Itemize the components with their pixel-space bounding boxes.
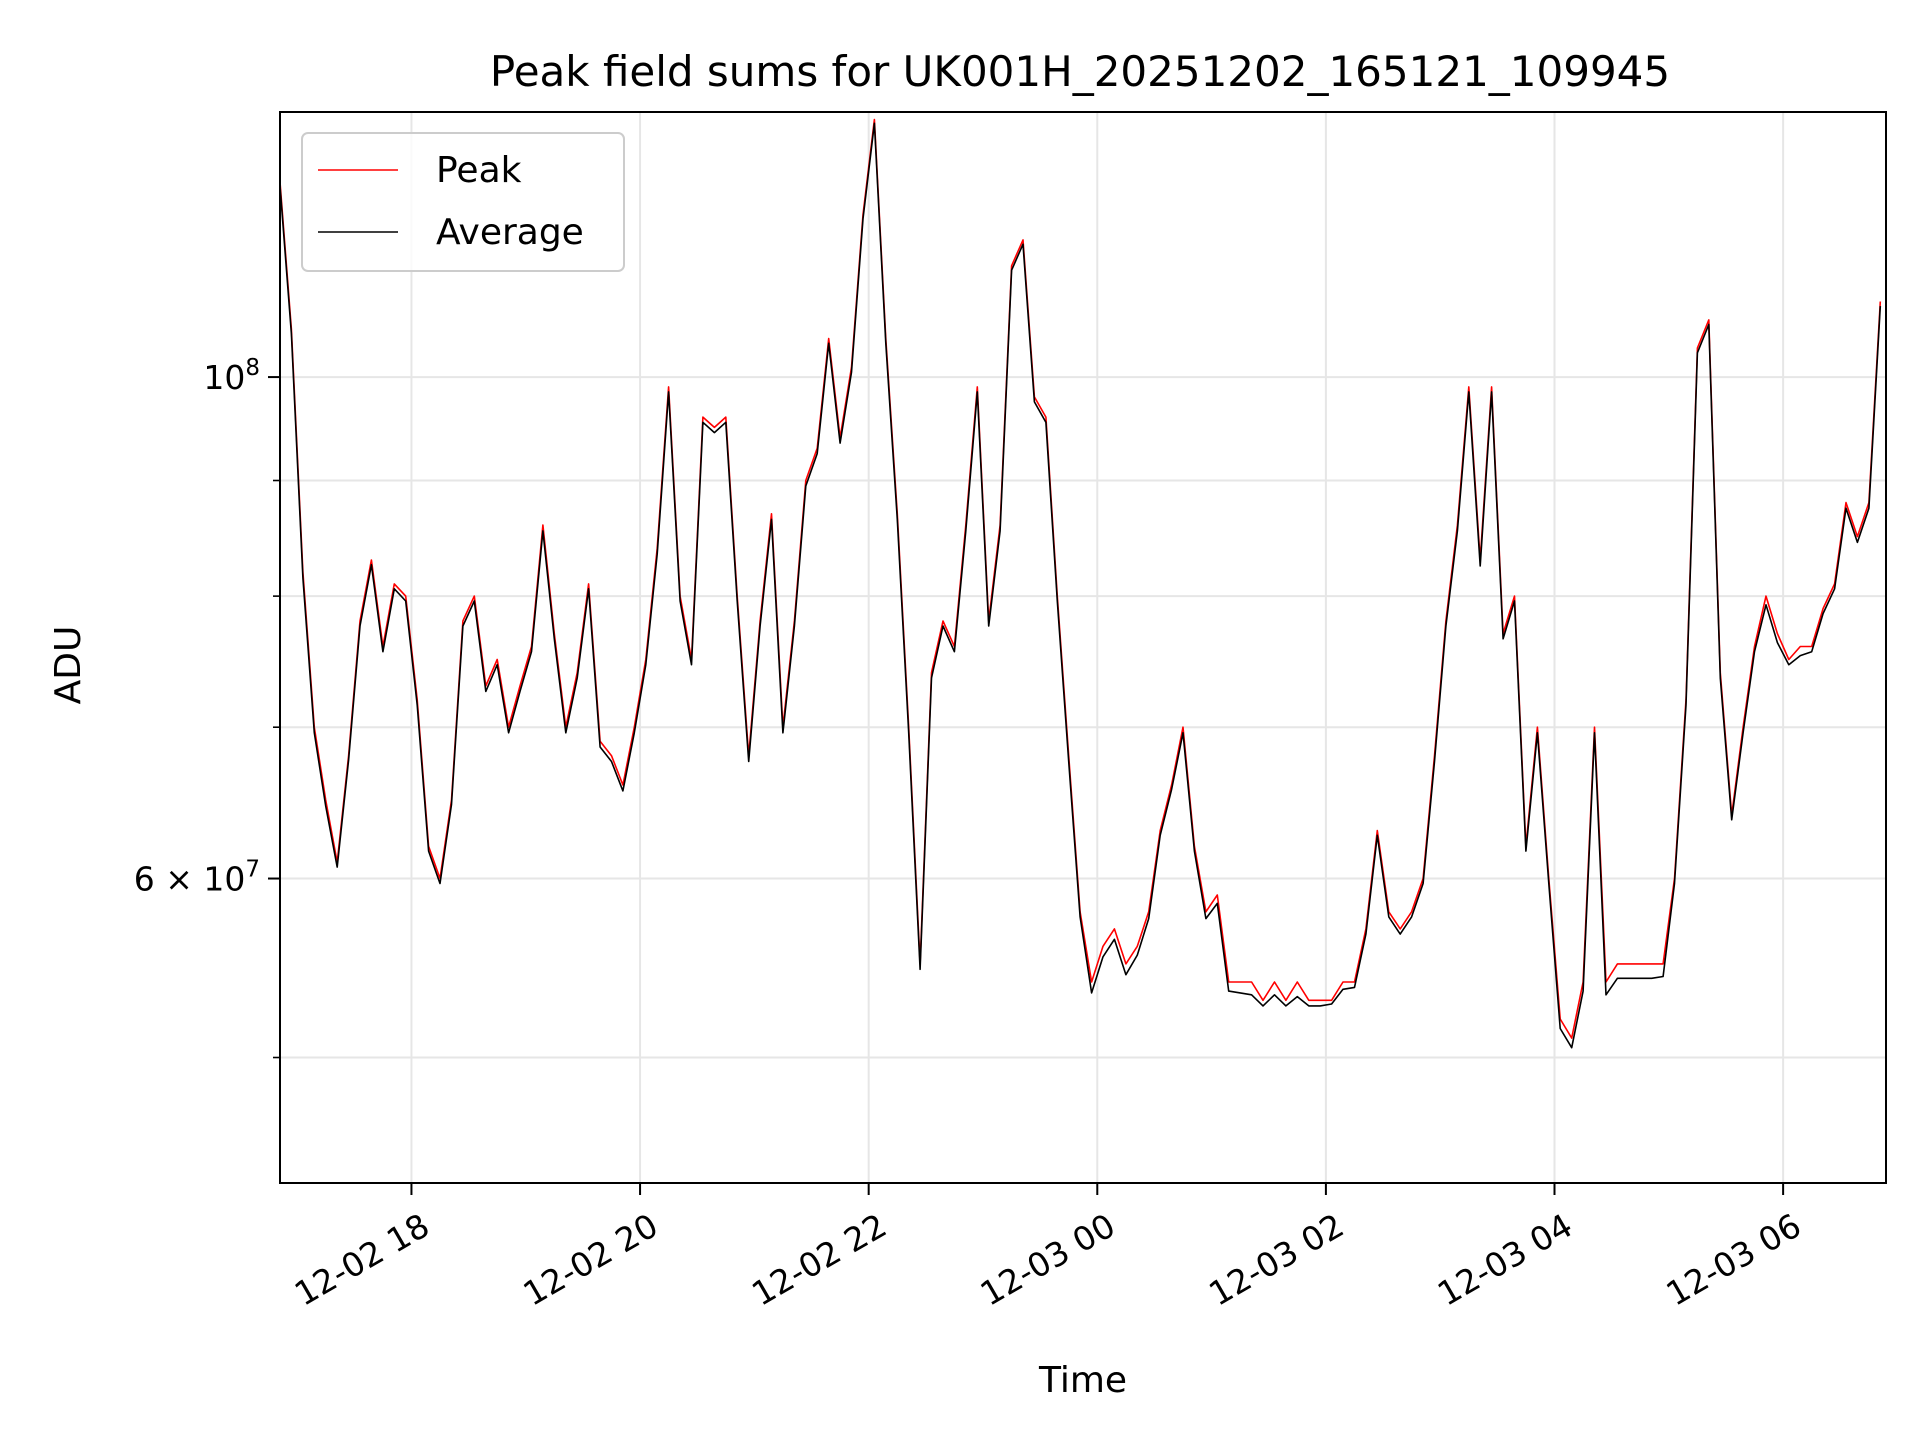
y-tick-label-1: 6 × 107 (134, 857, 260, 899)
legend-box (301, 132, 625, 272)
x-axis-label: Time (1038, 1360, 1127, 1401)
grid-lines (280, 112, 1886, 1183)
y-tick-label-0: 108 (203, 355, 260, 397)
y-axis-label: ADU (48, 626, 89, 705)
legend-peak-label: Peak (436, 150, 522, 191)
series-lines (279, 118, 1882, 1049)
chart-title: Peak field sums for UK001H_20251202_1651… (490, 47, 1670, 96)
y-axis-ticks: 108 6 × 107 (134, 355, 280, 1059)
series-line-average (279, 122, 1882, 1049)
legend-average-label: Average (436, 212, 584, 253)
legend: Peak Average (301, 132, 625, 272)
plot-frame (279, 111, 1887, 1184)
